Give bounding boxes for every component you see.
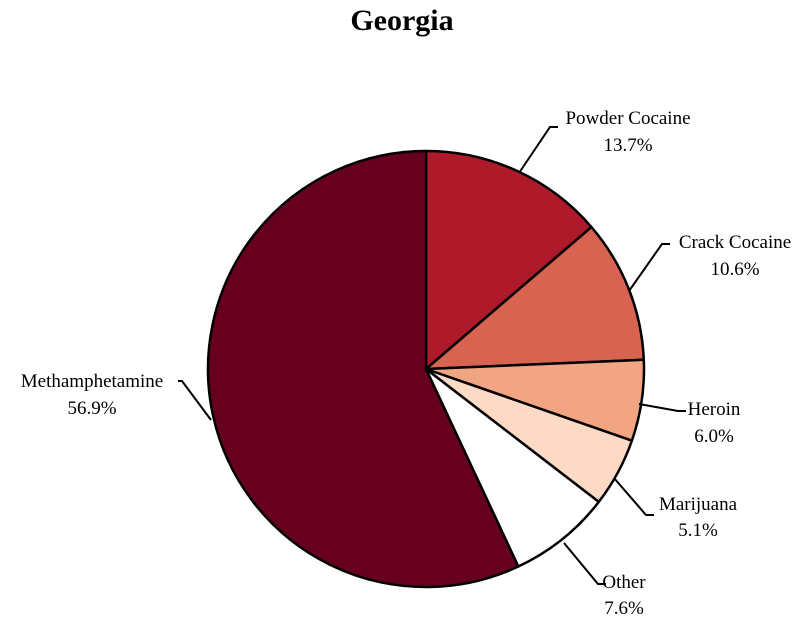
slice-percent-label: 10.6%: [710, 259, 759, 280]
slice-percent-label: 5.1%: [678, 520, 718, 541]
slice-label: Heroin: [688, 399, 741, 420]
leader-line-crack-cocaine: [628, 243, 670, 292]
pie-slice-crack-cocaine: [424, 225, 646, 371]
slice-percent-label: 56.9%: [67, 398, 116, 419]
leader-line-methamphetamine: [178, 380, 212, 421]
pie-slice-powder-cocaine: [424, 149, 593, 371]
slice-percent-label: 13.7%: [603, 135, 652, 156]
slice-label: Other: [602, 572, 646, 593]
leader-line-other: [563, 542, 606, 585]
slice-label: Methamphetamine: [21, 371, 163, 392]
slice-percent-label: 6.0%: [694, 426, 734, 447]
chart-title: Georgia: [350, 4, 454, 37]
pie-slices: [206, 149, 646, 589]
leader-line-powder-cocaine: [518, 126, 558, 174]
leader-line-heroin: [638, 403, 686, 412]
leader-line-marijuana: [613, 477, 654, 516]
slice-label: Marijuana: [659, 494, 738, 515]
slice-labels: Powder Cocaine 13.7% Crack Cocaine 10.6% Her…: [21, 108, 791, 619]
slice-label: Powder Cocaine: [565, 108, 690, 129]
leader-lines: [178, 126, 686, 585]
slice-percent-label: 7.6%: [604, 598, 644, 619]
slice-label: Crack Cocaine: [679, 232, 791, 253]
pie-slice-methamphetamine: [206, 149, 520, 589]
pie-slice-other: [424, 367, 601, 568]
